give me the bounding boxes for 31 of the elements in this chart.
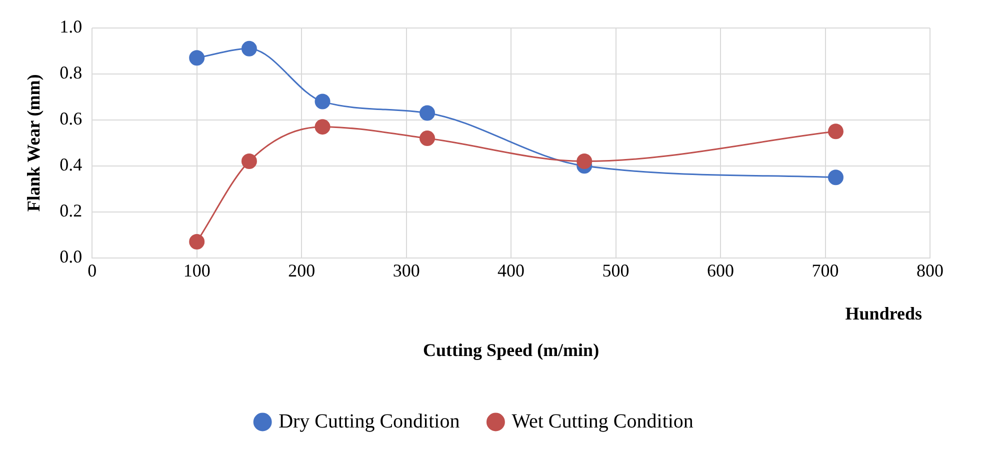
legend-label: Dry Cutting Condition — [278, 410, 460, 432]
y-tick-label: 0.2 — [60, 200, 82, 221]
y-axis-title: Flank Wear (mm) — [23, 74, 44, 212]
point — [241, 154, 257, 170]
y-tick-label: 0.0 — [60, 246, 82, 267]
point — [241, 40, 257, 56]
y-tick-label: 0.4 — [60, 154, 82, 175]
point — [314, 94, 330, 110]
x-tick-label: 600 — [707, 260, 734, 280]
point — [189, 234, 205, 250]
x-tick-label: 300 — [392, 260, 420, 280]
y-tick-label: 0.6 — [60, 108, 82, 129]
x-axis-title: Cutting Speed (m/min) — [423, 340, 600, 360]
point — [189, 50, 205, 66]
point — [576, 154, 592, 170]
point — [420, 105, 436, 121]
point — [420, 130, 436, 146]
point — [828, 124, 844, 140]
legend-label: Wet Cutting Condition — [512, 410, 694, 432]
x-tick-label: 800 — [916, 260, 944, 280]
point — [314, 119, 330, 135]
x-tick-label: 700 — [812, 260, 839, 280]
text: Hundreds — [845, 303, 922, 324]
x-tick-label: 500 — [602, 260, 630, 280]
x-tick-label: 100 — [183, 260, 210, 280]
y-tick-label: 1.0 — [60, 16, 82, 37]
x-tick-label: 400 — [498, 260, 525, 280]
x-tick-label: 200 — [288, 260, 316, 280]
x-tick-label: 0 — [88, 260, 97, 280]
point — [828, 170, 844, 186]
y-tick-label: 0.8 — [60, 62, 82, 83]
